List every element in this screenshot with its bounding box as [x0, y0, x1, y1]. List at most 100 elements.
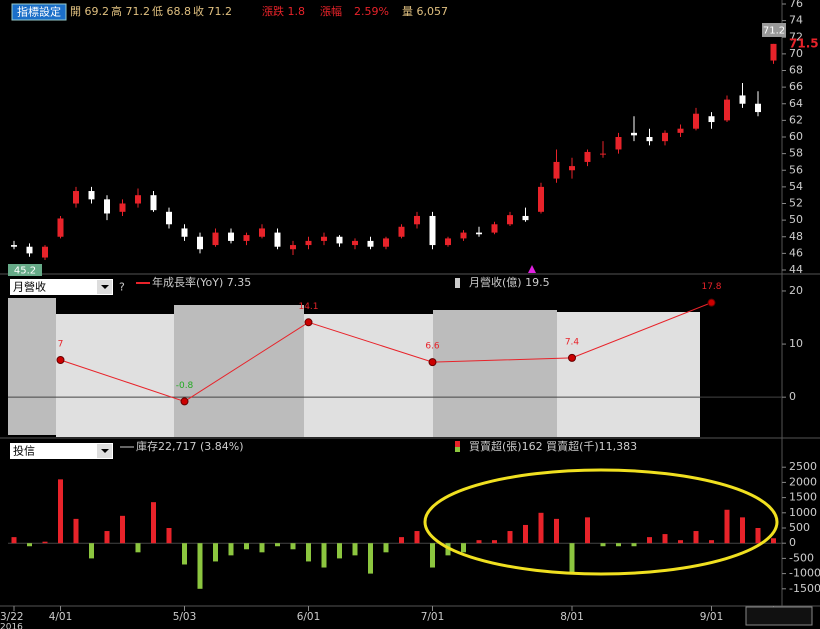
- net-buy-bar: [399, 537, 404, 544]
- candle-body: [476, 232, 482, 235]
- x-tick-label: 6/01: [297, 611, 321, 623]
- date-box: [745, 606, 813, 626]
- yoy-point: [304, 318, 313, 327]
- y-tick-label: 58: [789, 147, 803, 160]
- change-pct-label: 漲幅: [320, 5, 342, 18]
- candle-body: [770, 43, 777, 61]
- net-buy-bar: [213, 543, 218, 562]
- net-buy-bar: [166, 528, 172, 544]
- yoy-point: [180, 397, 189, 406]
- select-label[interactable]: 投信: [13, 444, 35, 458]
- event-marker: [528, 265, 536, 273]
- yoy-point: [568, 353, 576, 362]
- y-tick-label: 10: [789, 337, 803, 350]
- candle-body: [414, 215, 420, 225]
- candle-body: [398, 226, 405, 237]
- x-tick-label: 8/01: [560, 611, 584, 623]
- net-buy-bar: [42, 541, 48, 544]
- help[interactable]: ?: [119, 281, 125, 294]
- candle-body: [429, 215, 436, 246]
- net-buy-bar: [275, 543, 280, 547]
- y-tick-label: 74: [789, 14, 803, 27]
- y-tick-label: 68: [789, 64, 803, 77]
- legend-swatch: [455, 441, 460, 447]
- net-buy-bar: [368, 543, 373, 574]
- candle-body: [507, 215, 513, 225]
- indicator-select[interactable]: [10, 443, 113, 459]
- candle-body: [662, 132, 668, 142]
- candle-body: [569, 166, 575, 171]
- data-label: 7: [58, 340, 64, 350]
- candle-body: [11, 245, 17, 247]
- indicator-select[interactable]: [10, 279, 113, 295]
- yoy-point: [707, 298, 716, 307]
- net-buy-bar: [569, 543, 575, 574]
- net-buy-bar: [414, 531, 420, 544]
- net-buy-bar: [616, 543, 621, 547]
- change: 漲跌 1.8: [262, 4, 305, 18]
- last-price: 71.51: [789, 37, 820, 51]
- net-buy-bar: [73, 518, 79, 544]
- candle-body: [73, 191, 79, 204]
- candle-body: [739, 95, 746, 104]
- candle-body: [305, 240, 312, 246]
- y-tick-label: 500: [789, 521, 810, 534]
- indicator-button[interactable]: [11, 3, 67, 21]
- legend-line: 年成長率(YoY) 7.35: [152, 275, 251, 289]
- candle-body: [755, 103, 761, 113]
- y-tick-label: 72: [789, 30, 803, 43]
- net-buy-bar: [120, 515, 125, 544]
- y-tick-label: 1000: [789, 506, 817, 519]
- net-buy-bar: [228, 543, 234, 556]
- y-tick-label: 62: [789, 113, 803, 126]
- yoy-line: [60, 302, 712, 402]
- net-buy-bar: [321, 543, 327, 568]
- legend-line: 庫存22,717 (3.84%): [136, 439, 244, 453]
- select-label[interactable]: 月營收: [13, 280, 46, 294]
- y-tick-label: 46: [789, 246, 803, 259]
- candle-body: [119, 203, 126, 212]
- net-buy-bar: [693, 531, 699, 544]
- candle-body: [197, 236, 203, 250]
- data-label: 6.6: [425, 342, 440, 352]
- quote-high: 高 71.2: [111, 4, 150, 18]
- y-tick-label: 0: [789, 390, 796, 403]
- net-buy-bar: [11, 537, 17, 544]
- net-buy-bar: [492, 540, 497, 544]
- yoy-point: [56, 356, 65, 364]
- candle-body: [104, 199, 110, 214]
- x-year-label: 2016: [0, 623, 23, 629]
- net-buy-bar: [306, 543, 311, 562]
- candle-body: [88, 191, 95, 200]
- y-tick-label: 2500: [789, 460, 817, 473]
- x-tick-label: 3/22: [0, 611, 24, 623]
- y-tick-label: 70: [789, 47, 803, 60]
- revenue-band: [557, 312, 700, 437]
- candle-body: [367, 240, 374, 247]
- candle-body: [460, 232, 467, 239]
- net-buy-bar: [554, 518, 559, 544]
- y-tick-label: 48: [789, 230, 803, 243]
- candle-body: [383, 238, 389, 247]
- low-tag: [8, 264, 42, 276]
- revenue-band: [433, 310, 557, 437]
- candle-body: [42, 246, 48, 258]
- legend-bar: 買賣超(張)162 買賣超(千)11,383: [469, 439, 637, 453]
- quote-low: 低 68.8: [152, 5, 191, 18]
- candle-body: [724, 99, 730, 121]
- y-tick-label: 64: [789, 97, 803, 110]
- candle-body: [26, 246, 33, 254]
- net-buy-bar: [383, 543, 389, 553]
- candle-body: [677, 128, 684, 133]
- y-tick-label: 52: [789, 197, 803, 210]
- y-tick-label: 60: [789, 130, 803, 143]
- candle-body: [150, 195, 157, 211]
- net-buy-bar: [709, 540, 714, 544]
- candle-body: [352, 240, 358, 246]
- highlight-ellipse: [423, 468, 779, 576]
- quote-open: 開 69.2: [70, 5, 109, 18]
- net-buy-bar: [755, 528, 761, 544]
- button-label[interactable]: 指標設定: [17, 5, 61, 19]
- y-tick-label: 20: [789, 284, 803, 297]
- arrow-icon: [101, 449, 109, 453]
